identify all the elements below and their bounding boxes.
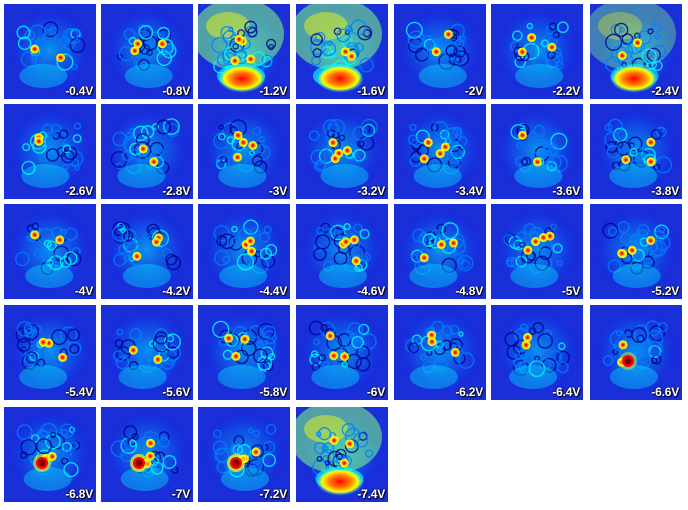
image-grid: -0.4V -0.8V -1.2V -1.6V -2V -2.2V -2.4V … xyxy=(4,4,688,510)
intensity-map xyxy=(198,407,290,502)
intensity-map xyxy=(590,204,682,299)
intensity-map xyxy=(198,104,290,199)
voltage-label: -3.6V xyxy=(552,184,580,198)
map-tile: -5.4V xyxy=(4,305,96,400)
map-tile: -3V xyxy=(198,104,290,199)
map-tile: -3.4V xyxy=(394,104,486,199)
voltage-label: -7.4V xyxy=(357,487,385,501)
intensity-map xyxy=(491,204,583,299)
voltage-label: -3V xyxy=(268,184,287,198)
intensity-map xyxy=(394,104,486,199)
map-tile: -0.8V xyxy=(101,4,193,99)
intensity-map xyxy=(4,407,96,502)
intensity-map xyxy=(101,305,193,400)
intensity-map xyxy=(590,305,682,400)
intensity-map xyxy=(590,104,682,199)
intensity-map xyxy=(198,204,290,299)
map-tile: -3.8V xyxy=(590,104,682,199)
intensity-map xyxy=(296,305,388,400)
map-tile: -3.6V xyxy=(491,104,583,199)
voltage-label: -4.6V xyxy=(357,284,385,298)
intensity-map xyxy=(101,407,193,502)
voltage-label: -4V xyxy=(74,284,93,298)
voltage-label: -1.2V xyxy=(259,84,287,98)
voltage-label: -2.8V xyxy=(162,184,190,198)
intensity-map xyxy=(296,204,388,299)
voltage-label: -5.6V xyxy=(162,385,190,399)
map-tile: -6.8V xyxy=(4,407,96,502)
map-tile: -5.2V xyxy=(590,204,682,299)
voltage-label: -6.8V xyxy=(65,487,93,501)
intensity-map xyxy=(296,4,388,99)
voltage-label: -3.8V xyxy=(651,184,679,198)
map-tile: -5.6V xyxy=(101,305,193,400)
intensity-map xyxy=(491,104,583,199)
map-tile: -2.6V xyxy=(4,104,96,199)
map-tile: -2.4V xyxy=(590,4,682,99)
voltage-label: -7V xyxy=(171,487,190,501)
voltage-label: -6.2V xyxy=(455,385,483,399)
map-tile: -7V xyxy=(101,407,193,502)
intensity-map xyxy=(101,4,193,99)
intensity-map xyxy=(4,104,96,199)
intensity-map xyxy=(101,104,193,199)
voltage-label: -2.6V xyxy=(65,184,93,198)
map-tile: -1.6V xyxy=(296,4,388,99)
intensity-map xyxy=(394,305,486,400)
voltage-label: -6.4V xyxy=(552,385,580,399)
map-tile: -1.2V xyxy=(198,4,290,99)
intensity-map xyxy=(491,305,583,400)
map-tile: -5.8V xyxy=(198,305,290,400)
voltage-label: -5.4V xyxy=(65,385,93,399)
map-tile: -2.2V xyxy=(491,4,583,99)
voltage-label: -5V xyxy=(561,284,580,298)
map-tile: -4.2V xyxy=(101,204,193,299)
voltage-label: -4.2V xyxy=(162,284,190,298)
voltage-label: -0.8V xyxy=(162,84,190,98)
voltage-label: -6V xyxy=(366,385,385,399)
intensity-map xyxy=(4,204,96,299)
voltage-label: -4.4V xyxy=(259,284,287,298)
map-tile: -7.2V xyxy=(198,407,290,502)
intensity-map xyxy=(198,4,290,99)
map-tile: -3.2V xyxy=(296,104,388,199)
voltage-label: -3.4V xyxy=(455,184,483,198)
map-tile: -6V xyxy=(296,305,388,400)
intensity-map xyxy=(4,305,96,400)
voltage-label: -3.2V xyxy=(357,184,385,198)
voltage-label: -2.2V xyxy=(552,84,580,98)
intensity-map xyxy=(394,4,486,99)
map-tile: -5V xyxy=(491,204,583,299)
voltage-label: -5.2V xyxy=(651,284,679,298)
intensity-map xyxy=(198,305,290,400)
map-tile: -2V xyxy=(394,4,486,99)
map-tile: -4V xyxy=(4,204,96,299)
intensity-map xyxy=(590,4,682,99)
intensity-map xyxy=(491,4,583,99)
voltage-label: -5.8V xyxy=(259,385,287,399)
map-tile: -4.6V xyxy=(296,204,388,299)
voltage-label: -4.8V xyxy=(455,284,483,298)
voltage-label: -2.4V xyxy=(651,84,679,98)
voltage-label: -0.4V xyxy=(65,84,93,98)
map-tile: -6.2V xyxy=(394,305,486,400)
map-tile: -4.4V xyxy=(198,204,290,299)
intensity-map xyxy=(394,204,486,299)
voltage-label: -7.2V xyxy=(259,487,287,501)
intensity-map xyxy=(4,4,96,99)
voltage-label: -2V xyxy=(464,84,483,98)
voltage-label: -6.6V xyxy=(651,385,679,399)
map-tile: -6.6V xyxy=(590,305,682,400)
map-tile: -0.4V xyxy=(4,4,96,99)
map-tile: -4.8V xyxy=(394,204,486,299)
intensity-map xyxy=(296,407,388,502)
intensity-map xyxy=(101,204,193,299)
map-tile: -2.8V xyxy=(101,104,193,199)
map-tile: -7.4V xyxy=(296,407,388,502)
intensity-map xyxy=(296,104,388,199)
voltage-label: -1.6V xyxy=(357,84,385,98)
map-tile: -6.4V xyxy=(491,305,583,400)
